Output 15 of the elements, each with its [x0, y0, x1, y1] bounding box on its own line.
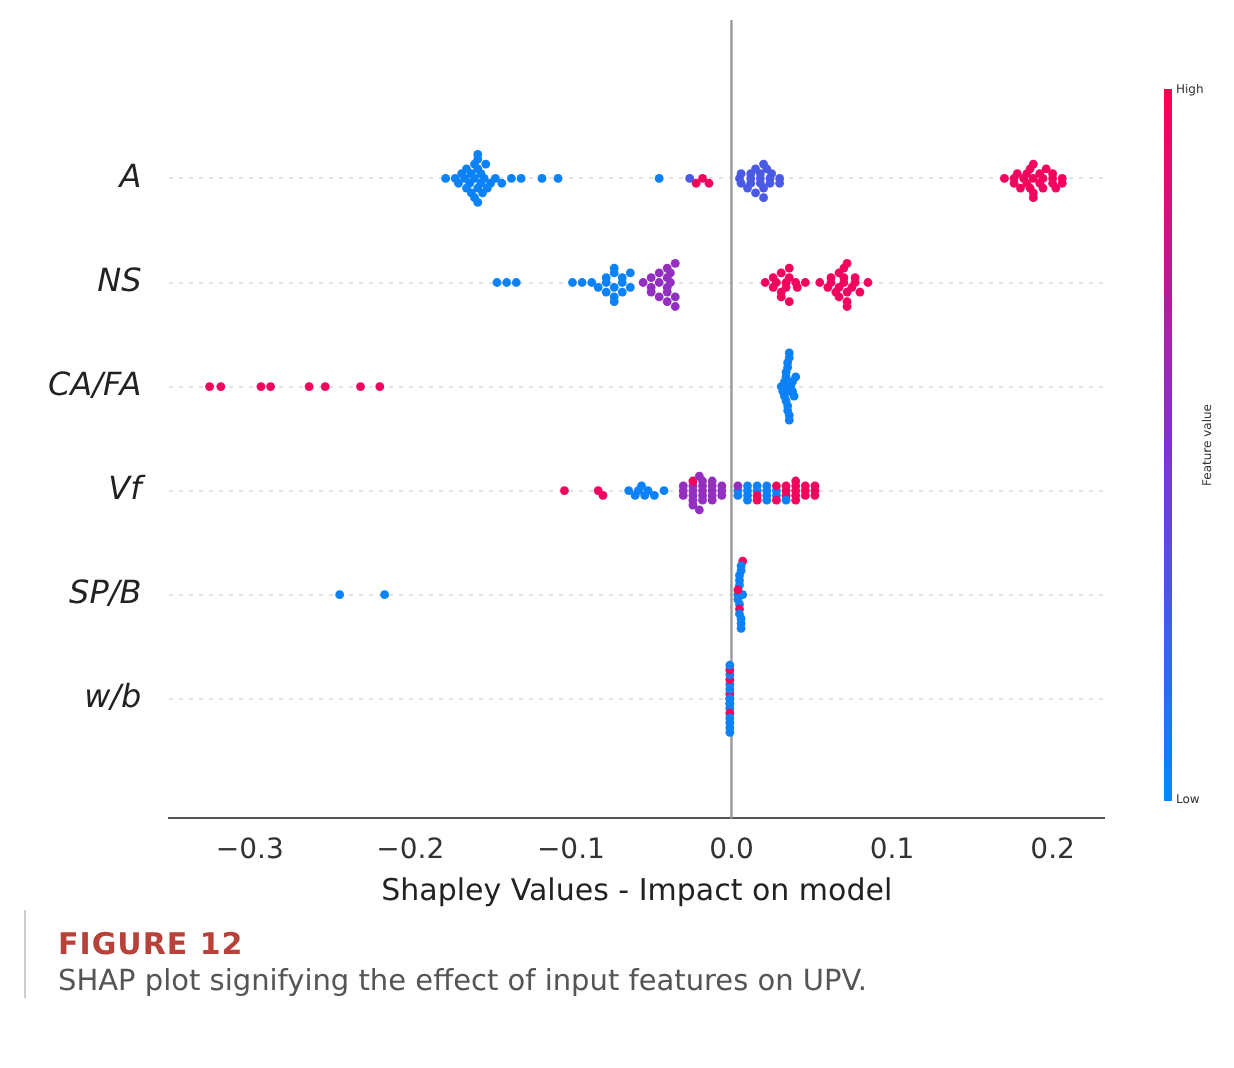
y-tick-label: CA/FA — [48, 364, 142, 403]
y-tick-label: Vf — [108, 468, 147, 507]
x-tick-label: 0.2 — [1030, 834, 1075, 867]
x-tick-label: 0.1 — [869, 834, 915, 867]
text: SHAP plot signifying the effect of input features on UPV. — [58, 966, 869, 998]
x-tick-label: 0.0 — [709, 834, 754, 867]
x-tick-label: −0.2 — [376, 834, 445, 867]
x-axis-title: Shapley Values - Impact on model — [381, 871, 893, 908]
y-tick-label: A — [117, 156, 142, 195]
x-tick-label: −0.1 — [536, 834, 605, 867]
y-tick-label: SP/B — [69, 572, 142, 611]
x-tick-label: −0.3 — [215, 834, 284, 867]
y-tick-label: NS — [97, 260, 142, 299]
y-tick-label: w/b — [84, 677, 142, 716]
caption: FIGURE 12 — [58, 926, 246, 962]
